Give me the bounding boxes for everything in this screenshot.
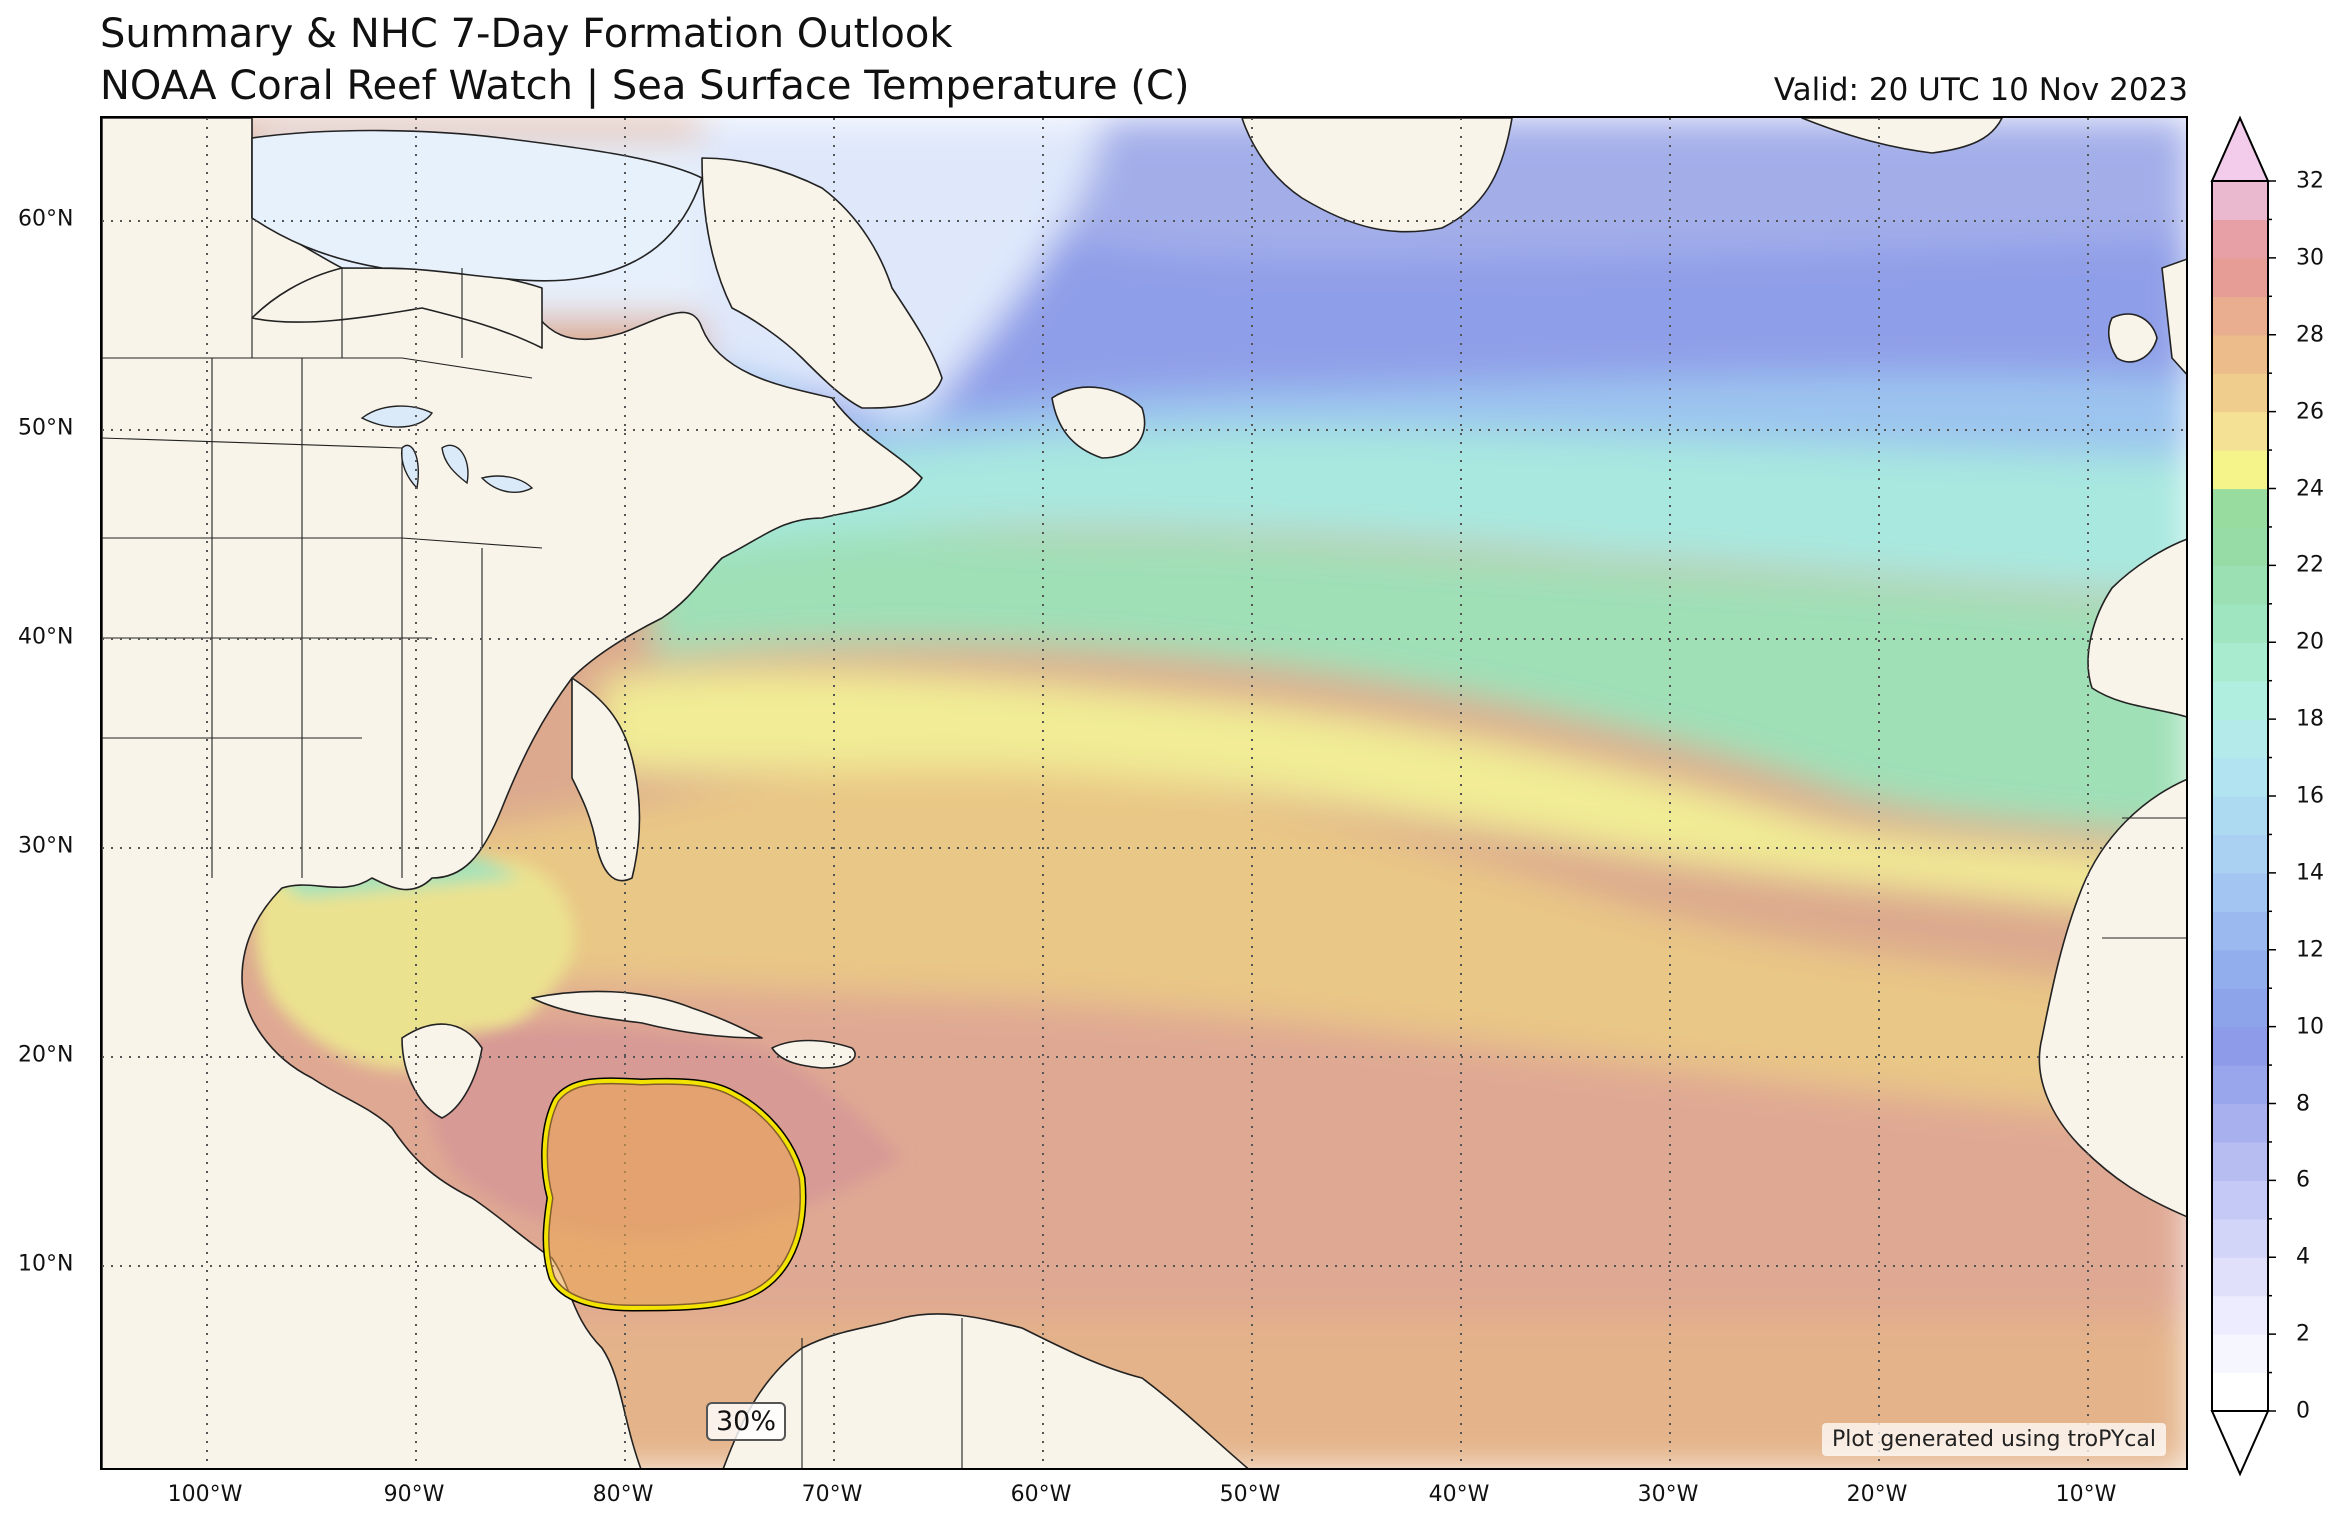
colorbar-step <box>2212 949 2268 989</box>
colorbar-step <box>2212 680 2268 720</box>
colorbar-tick-label: 28 <box>2296 322 2324 348</box>
colorbar-step <box>2212 1372 2268 1412</box>
colorbar-step <box>2212 911 2268 951</box>
colorbar-step <box>2212 796 2268 836</box>
colorbar-tick-label: 2 <box>2296 1321 2310 1347</box>
colorbar-step <box>2212 411 2268 451</box>
colorbar-step <box>2212 1141 2268 1181</box>
land <box>102 118 2186 1468</box>
colorbar-step <box>2212 1180 2268 1220</box>
lon-label-20: 20°W <box>1846 1482 1908 1507</box>
colorbar-step <box>2212 1026 2268 1066</box>
sst-colorbar <box>2210 115 2276 1477</box>
lat-label-10: 10°N <box>18 1251 74 1277</box>
lon-label-60: 60°W <box>1010 1482 1072 1507</box>
political-borders <box>102 118 2186 1468</box>
colorbar-tick-label: 0 <box>2296 1398 2310 1424</box>
colorbar-bottom-arrow <box>2210 1410 2270 1477</box>
formation-outlook-area <box>541 1077 807 1312</box>
credit-text: Plot generated using troPYcal <box>1821 1423 2166 1456</box>
map-canvas <box>102 118 2186 1468</box>
colorbar-step <box>2212 1334 2268 1374</box>
outlook-probability-label: 30% <box>706 1402 787 1441</box>
colorbar-tick-label: 6 <box>2296 1167 2310 1193</box>
colorbar-step <box>2212 1295 2268 1335</box>
colorbar-tick-label: 18 <box>2296 706 2324 732</box>
colorbar-step <box>2212 757 2268 797</box>
lon-label-100: 100°W <box>167 1482 243 1507</box>
colorbar-step <box>2212 219 2268 259</box>
colorbar-tick-label: 4 <box>2296 1244 2310 1270</box>
colorbar-step <box>2212 1257 2268 1297</box>
lat-label-30: 30°N <box>18 833 74 859</box>
lat-label-50: 50°N <box>18 415 74 441</box>
colorbar-step <box>2212 642 2268 682</box>
colorbar-step <box>2212 872 2268 912</box>
colorbar-tick-label: 16 <box>2296 783 2324 809</box>
colorbar-step <box>2212 181 2268 221</box>
lon-label-70: 70°W <box>801 1482 863 1507</box>
lat-label-20: 20°N <box>18 1042 74 1068</box>
colorbar-step <box>2212 1218 2268 1258</box>
great-lakes <box>360 405 534 494</box>
colorbar-step <box>2212 988 2268 1028</box>
lon-label-10: 10°W <box>2055 1482 2117 1507</box>
colorbar-tick-label: 12 <box>2296 937 2324 963</box>
colorbar-step <box>2212 1065 2268 1105</box>
colorbar-tick-label: 26 <box>2296 399 2324 425</box>
colorbar-step <box>2212 565 2268 605</box>
lon-label-90: 90°W <box>383 1482 445 1507</box>
colorbar-step <box>2212 373 2268 413</box>
colorbar-step <box>2212 526 2268 566</box>
lon-label-80: 80°W <box>592 1482 654 1507</box>
valid-time: Valid: 20 UTC 10 Nov 2023 <box>1773 72 2188 108</box>
colorbar-step <box>2212 257 2268 297</box>
sst-map: 30% Plot generated using troPYcal <box>100 116 2188 1470</box>
colorbar-top-arrow <box>2210 115 2270 182</box>
lon-label-50: 50°W <box>1219 1482 1281 1507</box>
colorbar-tick-label: 10 <box>2296 1014 2324 1040</box>
lat-label-40: 40°N <box>18 624 74 650</box>
colorbar-step <box>2212 834 2268 874</box>
colorbar-tick-label: 30 <box>2296 245 2324 271</box>
colorbar-step <box>2212 1103 2268 1143</box>
colorbar-tick-label: 24 <box>2296 476 2324 501</box>
colorbar-step <box>2212 450 2268 490</box>
colorbar-tick-label: 20 <box>2296 629 2324 655</box>
map-subtitle: NOAA Coral Reef Watch | Sea Surface Temp… <box>100 63 1190 109</box>
lat-label-60: 60°N <box>18 206 74 232</box>
colorbar-step <box>2212 719 2268 759</box>
colorbar-step <box>2212 296 2268 336</box>
colorbar-tick-label: 32 <box>2296 168 2324 194</box>
colorbar-tick-label: 14 <box>2296 860 2324 886</box>
colorbar-tick-label: 22 <box>2296 552 2324 578</box>
graticule <box>102 118 2186 1468</box>
colorbar-step <box>2212 334 2268 374</box>
lon-label-40: 40°W <box>1428 1482 1490 1507</box>
colorbar-step <box>2212 603 2268 643</box>
colorbar-step <box>2212 488 2268 528</box>
colorbar-tick-label: 8 <box>2296 1091 2310 1116</box>
map-title: Summary & NHC 7-Day Formation Outlook <box>100 11 953 57</box>
lon-label-30: 30°W <box>1637 1482 1699 1507</box>
